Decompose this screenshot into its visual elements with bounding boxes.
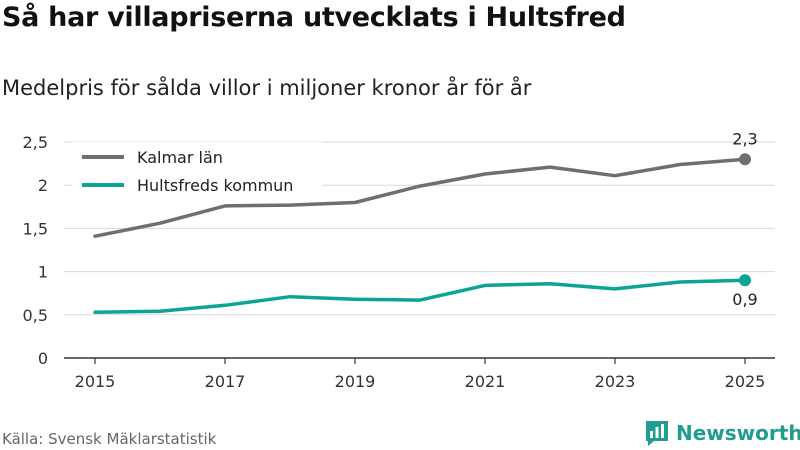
x-tick-label: 2021: [465, 372, 506, 391]
legend-label: Kalmar län: [137, 148, 223, 167]
legend: Kalmar län Hultsfreds kommun: [72, 142, 322, 200]
chart-subtitle: Medelpris för sålda villor i miljoner kr…: [2, 76, 532, 100]
legend-label: Hultsfreds kommun: [137, 176, 293, 195]
bar-chart-bubble-icon: [646, 421, 668, 446]
series-end-marker: [739, 153, 751, 166]
x-tick-label: 2023: [595, 372, 636, 391]
series-line-hultsfreds-kommun: [93, 278, 747, 314]
y-tick-label: 0,5: [23, 306, 48, 325]
x-tick-label: 2019: [335, 372, 376, 391]
chart-title: Så har villapriserna utvecklats i Hultsf…: [2, 2, 626, 33]
y-tick-label: 1,5: [23, 219, 48, 238]
series-end-label: 2,3: [732, 129, 757, 148]
x-tick-label: 2017: [205, 372, 246, 391]
series-end-label: 0,9: [732, 290, 757, 309]
brand-logo: Newsworthy: [644, 419, 800, 447]
y-tick-label: 2: [38, 176, 48, 195]
x-tick-label: 2015: [75, 372, 116, 391]
x-tick-label: 2025: [725, 372, 766, 391]
series-line-kalmar-lan: [93, 157, 747, 238]
legend-background: [72, 142, 322, 200]
y-tick-label: 1: [38, 263, 48, 282]
series-end-marker: [739, 274, 751, 287]
source-note: Källa: Svensk Mäklarstatistik: [2, 430, 217, 448]
axes: 0 0,5 1 1,5 2 2,5 2015 2017 2019 2021 2023 2025: [23, 133, 766, 391]
brand-name: Newsworthy: [676, 421, 800, 445]
series-lines: 2,3 0,9: [93, 129, 758, 314]
y-tick-label: 2,5: [23, 133, 48, 152]
y-tick-label: 0: [38, 349, 48, 368]
